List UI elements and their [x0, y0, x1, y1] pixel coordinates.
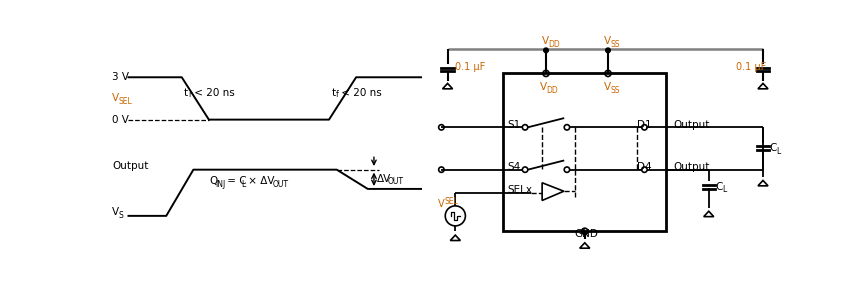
Text: S: S [119, 211, 123, 220]
Text: SS: SS [611, 40, 620, 49]
Text: C: C [769, 143, 777, 153]
Text: < 20 ns: < 20 ns [191, 88, 234, 98]
Text: D1: D1 [637, 120, 651, 130]
Text: V: V [604, 82, 612, 92]
Text: L: L [722, 185, 727, 194]
Text: S1: S1 [507, 120, 521, 130]
Text: L: L [776, 147, 780, 156]
Text: SELx: SELx [507, 185, 532, 196]
Text: SEL: SEL [445, 197, 458, 206]
Text: 0.1 μF: 0.1 μF [736, 62, 766, 72]
Text: t: t [331, 88, 336, 98]
Text: DD: DD [548, 40, 560, 49]
Text: DD: DD [546, 86, 558, 95]
Text: OUT: OUT [272, 180, 288, 189]
Text: SEL: SEL [119, 97, 132, 106]
Text: L: L [241, 180, 246, 189]
Text: × ΔV: × ΔV [245, 176, 274, 186]
Circle shape [606, 48, 611, 53]
Text: V: V [604, 36, 612, 46]
Text: C: C [715, 182, 722, 191]
Text: V: V [439, 199, 445, 209]
Text: Output: Output [674, 162, 710, 172]
Text: V: V [542, 36, 549, 46]
Text: r: r [189, 91, 192, 100]
Text: Output: Output [112, 161, 149, 171]
Bar [503, 73, 666, 231]
Circle shape [544, 48, 548, 53]
Text: SS: SS [611, 86, 620, 95]
Text: GND: GND [574, 228, 599, 239]
Text: D4: D4 [637, 162, 651, 172]
Text: Output: Output [674, 120, 710, 130]
Text: V: V [112, 207, 119, 217]
Text: Q: Q [208, 176, 217, 186]
Text: S4: S4 [507, 162, 521, 172]
Text: INJ: INJ [215, 180, 225, 189]
Text: OUT: OUT [388, 178, 403, 187]
Text: V: V [112, 93, 119, 103]
Text: < 20 ns: < 20 ns [338, 88, 382, 98]
Text: t: t [184, 88, 189, 98]
Text: ΔV: ΔV [377, 174, 391, 184]
Text: f: f [336, 91, 339, 100]
Text: V: V [540, 82, 547, 92]
Text: 3 V: 3 V [112, 72, 129, 82]
Text: 0 V: 0 V [112, 116, 129, 125]
Text: 0.1 μF: 0.1 μF [454, 62, 484, 72]
Text: = C: = C [224, 176, 247, 186]
